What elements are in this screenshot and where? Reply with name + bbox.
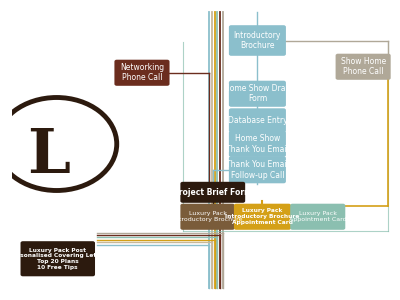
Text: Luxury Pack
Introductory Brochure: Luxury Pack Introductory Brochure <box>173 211 242 222</box>
Text: Project Brief Form: Project Brief Form <box>173 188 252 197</box>
Text: Luxury Pack
Introductory Brochure
Appointment Card: Luxury Pack Introductory Brochure Appoin… <box>225 208 300 225</box>
FancyBboxPatch shape <box>20 241 95 276</box>
FancyBboxPatch shape <box>290 204 345 230</box>
Text: Luxury Pack Post
Personalised Covering Letter
Top 20 Plans
10 Free Tips: Luxury Pack Post Personalised Covering L… <box>9 248 106 270</box>
FancyBboxPatch shape <box>229 81 286 107</box>
FancyBboxPatch shape <box>234 204 291 230</box>
Text: Luxury Pack
Appointment Card: Luxury Pack Appointment Card <box>289 211 346 222</box>
FancyBboxPatch shape <box>229 156 286 183</box>
Text: Home Show Draw
Form: Home Show Draw Form <box>224 84 291 104</box>
FancyBboxPatch shape <box>336 54 391 80</box>
Text: Home Show
Thank You Email: Home Show Thank You Email <box>226 134 289 154</box>
Text: Introductory
Brochure: Introductory Brochure <box>234 31 281 50</box>
FancyBboxPatch shape <box>229 131 286 157</box>
FancyBboxPatch shape <box>229 108 286 132</box>
FancyBboxPatch shape <box>180 204 235 230</box>
Text: Networking
Phone Call: Networking Phone Call <box>120 63 164 83</box>
FancyBboxPatch shape <box>229 25 286 56</box>
Text: Thank You Email
Follow-up Call: Thank You Email Follow-up Call <box>226 160 289 179</box>
FancyBboxPatch shape <box>180 182 245 203</box>
Text: Database Entry: Database Entry <box>228 116 287 125</box>
Text: Show Home
Phone Call: Show Home Phone Call <box>340 57 386 76</box>
Text: L: L <box>27 126 70 186</box>
FancyBboxPatch shape <box>114 60 170 86</box>
